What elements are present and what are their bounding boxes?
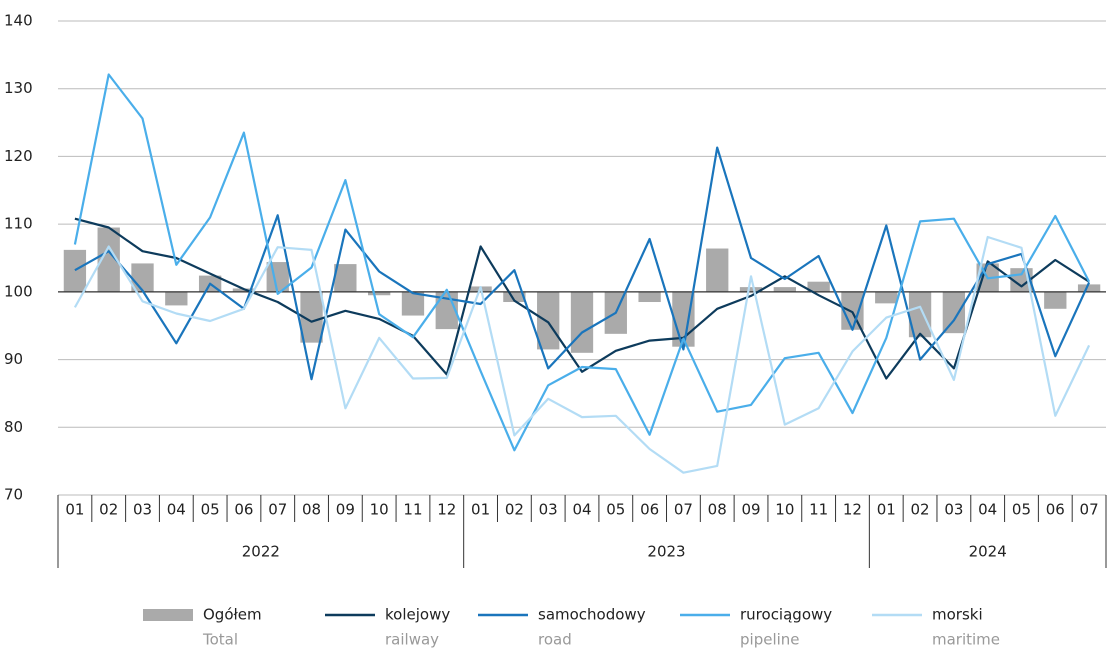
bar: [1044, 291, 1067, 309]
x-tick-label: 05: [606, 501, 625, 519]
bar: [807, 281, 830, 292]
x-group-label: 2023: [647, 543, 685, 561]
bar: [300, 291, 323, 343]
x-tick-label: 11: [809, 501, 828, 519]
x-tick-label: 03: [944, 501, 963, 519]
x-tick-label: 08: [302, 501, 321, 519]
bar: [706, 248, 729, 292]
legend-label: samochodowy: [538, 606, 646, 624]
x-tick-label: 02: [99, 501, 118, 519]
x-tick-label: 11: [403, 501, 422, 519]
x-tick-label: 03: [133, 501, 152, 519]
x-tick-label: 07: [674, 501, 693, 519]
bar: [841, 291, 864, 330]
x-tick-label: 02: [505, 501, 524, 519]
y-tick-label: 80: [4, 418, 23, 436]
x-tick-label: 08: [708, 501, 727, 519]
line: [73, 235, 1091, 474]
bar: [570, 291, 594, 353]
line: [73, 73, 1091, 452]
bar: [1077, 284, 1101, 292]
x-tick-label: 05: [1012, 501, 1031, 519]
bar: [942, 291, 966, 334]
legend-sublabel: road: [538, 631, 572, 649]
x-tick-label: 10: [775, 501, 794, 519]
y-tick-label: 140: [4, 12, 33, 30]
bar: [97, 227, 120, 292]
bar: [908, 291, 932, 338]
bar: [401, 291, 425, 316]
bar: [165, 291, 188, 306]
x-tick-label: 06: [1046, 501, 1065, 519]
x-group-label: 2022: [242, 543, 280, 561]
x-tick-label: 04: [572, 501, 591, 519]
bar: [875, 291, 898, 304]
y-tick-label: 100: [4, 282, 33, 300]
legend-label: rurociągowy: [740, 606, 832, 624]
x-tick-label: 12: [437, 501, 456, 519]
y-tick-label: 70: [4, 486, 23, 504]
bar: [503, 291, 526, 303]
x-tick-label: 07: [268, 501, 287, 519]
x-tick-label: 09: [741, 501, 760, 519]
legend-sublabel: maritime: [932, 631, 1000, 649]
legend-sublabel: Total: [202, 631, 238, 649]
x-tick-label: 02: [911, 501, 930, 519]
x-tick-label: 09: [336, 501, 355, 519]
legend-sublabel: pipeline: [740, 631, 800, 649]
bar: [739, 287, 763, 292]
x-tick-label: 06: [234, 501, 253, 519]
legend-label: Ogółem: [203, 606, 262, 624]
legend-sublabel: railway: [385, 631, 439, 649]
x-group-label: 2024: [969, 543, 1007, 561]
x-tick-label: 01: [471, 501, 490, 519]
legend-label: kolejowy: [385, 606, 450, 624]
x-tick-label: 12: [843, 501, 862, 519]
bar: [537, 291, 560, 350]
y-tick-label: 130: [4, 79, 33, 97]
x-tick-label: 07: [1080, 501, 1099, 519]
legend-label: morski: [932, 606, 983, 624]
bar: [773, 287, 796, 292]
y-tick-label: 110: [4, 215, 33, 233]
x-tick-label: 04: [167, 501, 186, 519]
x-tick-label: 04: [978, 501, 997, 519]
x-tick-label: 03: [539, 501, 558, 519]
x-tick-label: 01: [65, 501, 84, 519]
x-tick-label: 06: [640, 501, 659, 519]
bar: [63, 249, 87, 292]
x-tick-label: 10: [370, 501, 389, 519]
bar: [334, 264, 357, 292]
y-tick-label: 120: [4, 147, 33, 165]
x-tick-label: 05: [201, 501, 220, 519]
legend-swatch: [143, 609, 193, 621]
bar: [638, 291, 661, 303]
x-tick-label: 01: [877, 501, 896, 519]
bar: [368, 291, 391, 296]
line: [74, 217, 1090, 380]
y-tick-label: 90: [4, 350, 23, 368]
